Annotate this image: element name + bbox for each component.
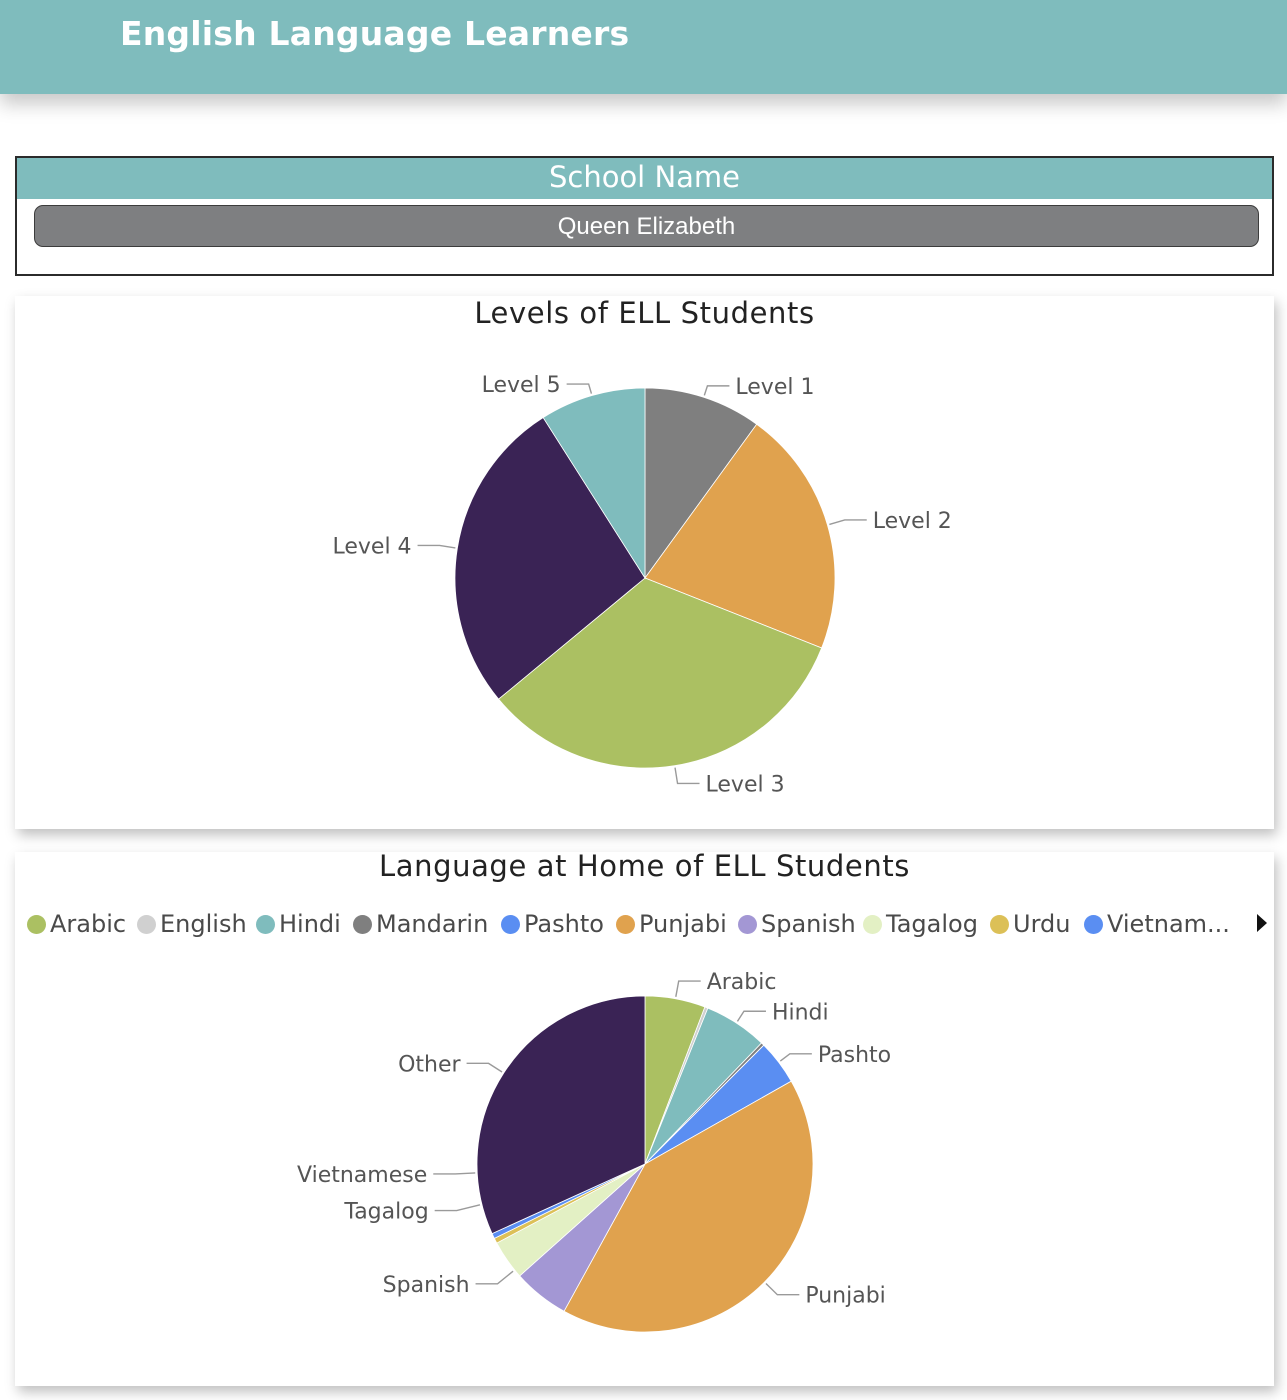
legend-item-punjabi[interactable]: Punjabi <box>616 906 727 942</box>
legend-item-vietnam[interactable]: Vietnam... <box>1084 906 1230 942</box>
pie-slice-level-3[interactable] <box>498 577 823 769</box>
legend-dot-icon <box>863 915 882 934</box>
pie-slice-level-5[interactable] <box>542 387 646 580</box>
slice-label-level-4: Level 4 <box>332 534 411 559</box>
leader-line-hindi <box>736 1010 766 1022</box>
language-chart-card: Language at Home of ELL Students Arabic E… <box>15 849 1274 1386</box>
slice-label-punjabi: Punjabi <box>805 1284 885 1309</box>
legend-dot-icon <box>501 915 520 934</box>
slice-label-vietnamese: Vietnamese <box>297 1163 427 1188</box>
leader-line-level-5 <box>566 383 593 394</box>
legend-label: Hindi <box>279 910 341 938</box>
slice-label-level-1: Level 1 <box>735 375 814 400</box>
legend-dot-icon <box>256 915 275 934</box>
legend-dot-icon <box>990 915 1009 934</box>
levels-chart-title: Levels of ELL Students <box>474 296 815 330</box>
legend-item-tagalog[interactable]: Tagalog <box>863 906 978 942</box>
legend-dot-icon <box>616 915 635 934</box>
legend-item-urdu[interactable]: Urdu <box>990 906 1070 942</box>
legend-item-pashto[interactable]: Pashto <box>501 906 604 942</box>
slice-label-hindi: Hindi <box>772 1000 829 1025</box>
legend-label: Vietnam... <box>1107 910 1230 938</box>
page-title: English Language Learners <box>120 14 630 53</box>
legend-item-arabic[interactable]: Arabic <box>27 906 126 942</box>
pie-slice-punjabi[interactable] <box>563 1080 814 1333</box>
leader-line-level-4 <box>417 544 456 549</box>
pie-slice-other[interactable] <box>476 995 646 1235</box>
slice-label-other: Other <box>398 1052 461 1077</box>
leader-line-pashto <box>779 1053 812 1062</box>
legend-label: Mandarin <box>376 910 489 938</box>
legend-dot-icon <box>353 915 372 934</box>
slice-label-tagalog: Tagalog <box>343 1200 428 1225</box>
leader-line-level-3 <box>674 767 700 785</box>
leader-line-vietnamese <box>433 1172 476 1175</box>
legend-item-hindi[interactable]: Hindi <box>256 906 341 942</box>
slice-label-level-3: Level 3 <box>706 772 785 797</box>
pie-slice-level-2[interactable] <box>644 423 836 649</box>
slice-label-arabic: Arabic <box>707 970 777 995</box>
leader-line-other <box>466 1062 503 1073</box>
leader-line-spanish <box>475 1270 514 1285</box>
leader-line-punjabi <box>765 1282 800 1296</box>
language-chart-title: Language at Home of ELL Students <box>378 849 911 883</box>
slice-label-spanish: Spanish <box>383 1273 470 1298</box>
language-legend: Arabic English Hindi Mandarin Pashto Punjabi S… <box>27 906 1267 942</box>
legend-dot-icon <box>738 915 757 934</box>
legend-label: Arabic <box>50 910 127 938</box>
slice-label-pashto: Pashto <box>818 1043 891 1068</box>
legend-dot-icon <box>1084 915 1103 934</box>
legend-label: Punjabi <box>639 910 727 938</box>
leader-line-tagalog <box>434 1204 481 1212</box>
leader-line-arabic <box>675 980 701 997</box>
legend-next-arrow-icon[interactable] <box>1257 914 1267 932</box>
legend-label: English <box>160 910 247 938</box>
school-name-slicer[interactable]: School Name Queen Elizabeth <box>15 156 1274 276</box>
leader-line-level-1 <box>703 385 730 396</box>
levels-pie-chart[interactable]: Level 1 Level 2 Level 3 Level 4 Level 5 <box>15 296 1274 829</box>
slice-label-level-5: Level 5 <box>482 373 561 398</box>
app-header: English Language Learners <box>0 0 1287 94</box>
slicer-heading: School Name <box>17 158 1272 199</box>
legend-item-english[interactable]: English <box>137 906 247 942</box>
legend-label: Tagalog <box>886 910 978 938</box>
slice-label-level-2: Level 2 <box>873 509 952 534</box>
levels-chart-card: Levels of ELL Students Level 1 Level 2 Lev… <box>15 296 1274 829</box>
legend-item-spanish[interactable]: Spanish <box>738 906 856 942</box>
pie-slice-level-4[interactable] <box>454 417 646 700</box>
legend-label: Spanish <box>761 910 856 938</box>
legend-label: Pashto <box>524 910 604 938</box>
leader-line-level-2 <box>829 519 867 526</box>
language-pie-chart[interactable]: Arabic Hindi Pashto Punjabi Spanish Tagalog Vi… <box>15 852 1274 1386</box>
legend-label: Urdu <box>1013 910 1071 938</box>
school-name-dropdown[interactable]: Queen Elizabeth <box>34 205 1259 247</box>
legend-item-mandarin[interactable]: Mandarin <box>353 906 488 942</box>
legend-dot-icon <box>137 915 156 934</box>
pie-slice-level-1[interactable] <box>644 387 758 580</box>
legend-dot-icon <box>27 915 46 934</box>
